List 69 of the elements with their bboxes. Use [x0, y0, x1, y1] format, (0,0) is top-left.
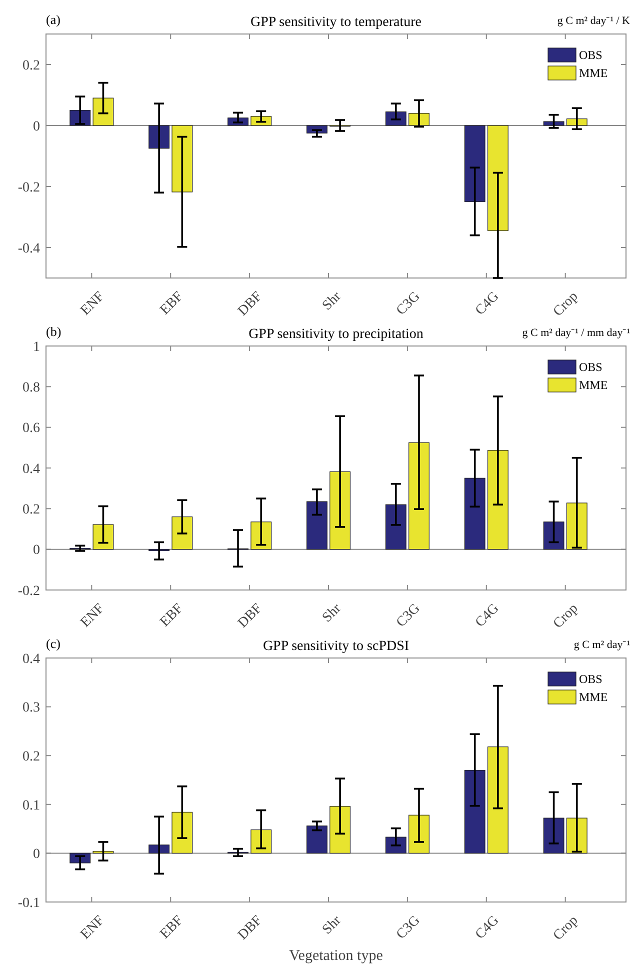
- text: (c): [46, 636, 60, 651]
- x-tick-label: C4G: [472, 289, 502, 318]
- bar: [408, 113, 430, 126]
- y-tick-label: -0.2: [18, 180, 40, 196]
- y-tick-label: -0.1: [18, 896, 40, 911]
- x-tick-label: Crop: [550, 289, 582, 320]
- text: g C m² day⁻¹ / K: [557, 15, 630, 27]
- x-tick-label: Crop: [550, 601, 582, 632]
- text: (b): [46, 324, 62, 339]
- bar: [306, 501, 328, 550]
- y-tick-label: 1: [33, 340, 40, 355]
- legend-label: MME: [579, 690, 608, 704]
- y-tick-label: 0: [33, 847, 40, 862]
- y-tick-label: 0.2: [22, 58, 40, 74]
- chart-title: GPP sensitivity to scPDSI: [262, 639, 410, 654]
- bar: [330, 806, 351, 854]
- legend-label: MME: [579, 378, 608, 392]
- bar: [566, 118, 588, 126]
- x-tick-label: C4G: [472, 913, 502, 942]
- x-tick-label: Shr: [320, 600, 344, 626]
- y-tick-label: 0.3: [22, 700, 40, 716]
- bar: [487, 450, 508, 550]
- bar: [543, 818, 564, 854]
- legend-label: MME: [579, 66, 608, 80]
- y-tick-label: 0.4: [22, 652, 40, 667]
- x-tick-label: C3G: [394, 601, 424, 630]
- text: g C m² day⁻¹: [574, 639, 630, 651]
- bar: [464, 478, 486, 550]
- bar: [385, 504, 406, 550]
- x-tick-label: C3G: [394, 289, 424, 318]
- y-tick-label: -0.2: [18, 584, 40, 599]
- x-axis-title: Vegetation type: [289, 948, 384, 964]
- y-tick-label: -0.4: [18, 241, 40, 256]
- bar: [487, 746, 508, 854]
- x-tick-label: C3G: [394, 913, 424, 942]
- y-tick-label: 0.8: [22, 380, 40, 396]
- y-tick-label: 0: [33, 119, 40, 134]
- bar: [408, 442, 430, 550]
- x-tick-label: Shr: [320, 912, 344, 938]
- legend-label: OBS: [579, 672, 602, 686]
- legend-label: OBS: [579, 48, 602, 62]
- bar: [543, 121, 564, 126]
- bar: [464, 770, 486, 854]
- bar: [464, 125, 486, 202]
- bar: [92, 524, 114, 550]
- bar: [408, 814, 430, 854]
- bar: [172, 516, 193, 550]
- y-tick-label: 0: [33, 543, 40, 558]
- bar: [172, 125, 193, 192]
- bar: [543, 522, 564, 550]
- text: (a): [46, 12, 60, 27]
- chart-title: GPP sensitivity to temperature: [250, 15, 422, 30]
- chart-title: GPP sensitivity to precipitation: [248, 327, 424, 342]
- y-tick-label: 0.2: [22, 502, 40, 518]
- y-tick-label: 0.1: [22, 798, 40, 814]
- bar: [172, 812, 193, 854]
- bar: [148, 125, 170, 149]
- bar: [487, 125, 508, 232]
- x-tick-label: C4G: [472, 601, 502, 630]
- x-tick-label: Shr: [320, 288, 344, 314]
- y-tick-label: 0.2: [22, 750, 40, 764]
- x-tick-label: Crop: [550, 913, 582, 944]
- bar: [306, 826, 328, 854]
- bar: [92, 98, 114, 126]
- text: g C m² day⁻¹ / mm day⁻¹: [522, 327, 630, 339]
- legend-label: OBS: [579, 360, 602, 374]
- bar: [330, 471, 351, 550]
- y-tick-label: 0.6: [22, 421, 40, 436]
- y-tick-label: 0.4: [22, 462, 40, 477]
